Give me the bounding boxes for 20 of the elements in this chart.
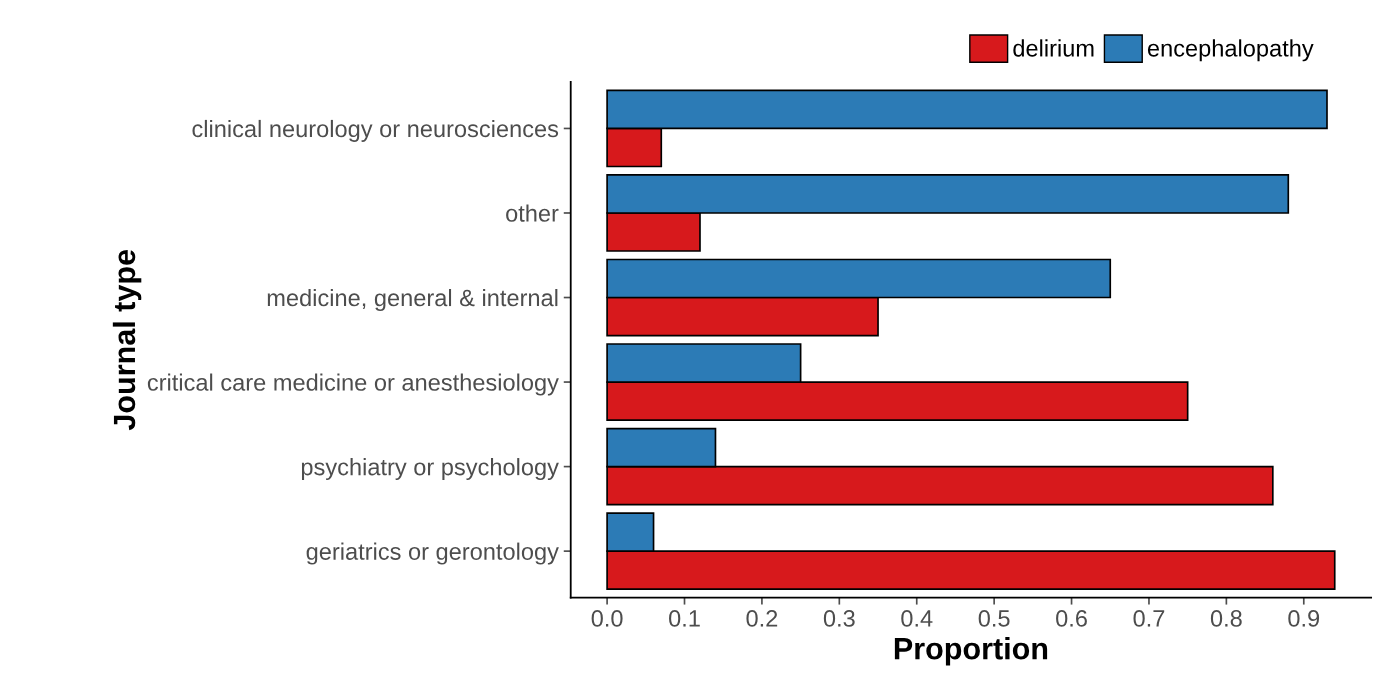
x-tick-label: 0.3 <box>823 610 855 627</box>
x-tick-label: 0.2 <box>746 610 778 627</box>
x-tick-label: 0.4 <box>901 610 933 627</box>
y-tick-label: psychiatry or psychology <box>301 458 559 481</box>
x-tick-label: 0.7 <box>1133 610 1165 627</box>
y-tick-label: geriatrics or gerontology <box>306 542 559 565</box>
y-tick-label: critical care medicine or anesthesiology <box>147 373 559 396</box>
x-axis-title: Proportion <box>894 637 1048 666</box>
x-tick-label: 0.1 <box>669 610 700 627</box>
y-tick-label: clinical neurology or neurosciences <box>192 119 559 142</box>
x-tick-label: 0.9 <box>1288 610 1320 627</box>
x-tick-label: 0.5 <box>978 610 1010 627</box>
y-axis-title: Journal type <box>112 249 142 431</box>
y-tick-label: medicine, general & internal <box>267 288 558 311</box>
x-tick-label: 0.0 <box>591 610 623 627</box>
legend-label: delirium <box>1013 39 1094 57</box>
x-tick-label: 0.6 <box>1056 610 1087 627</box>
x-tick-label: 0.8 <box>1210 610 1242 627</box>
y-tick-label: other <box>506 204 559 222</box>
legend-label: encephalopathy <box>1147 39 1314 62</box>
